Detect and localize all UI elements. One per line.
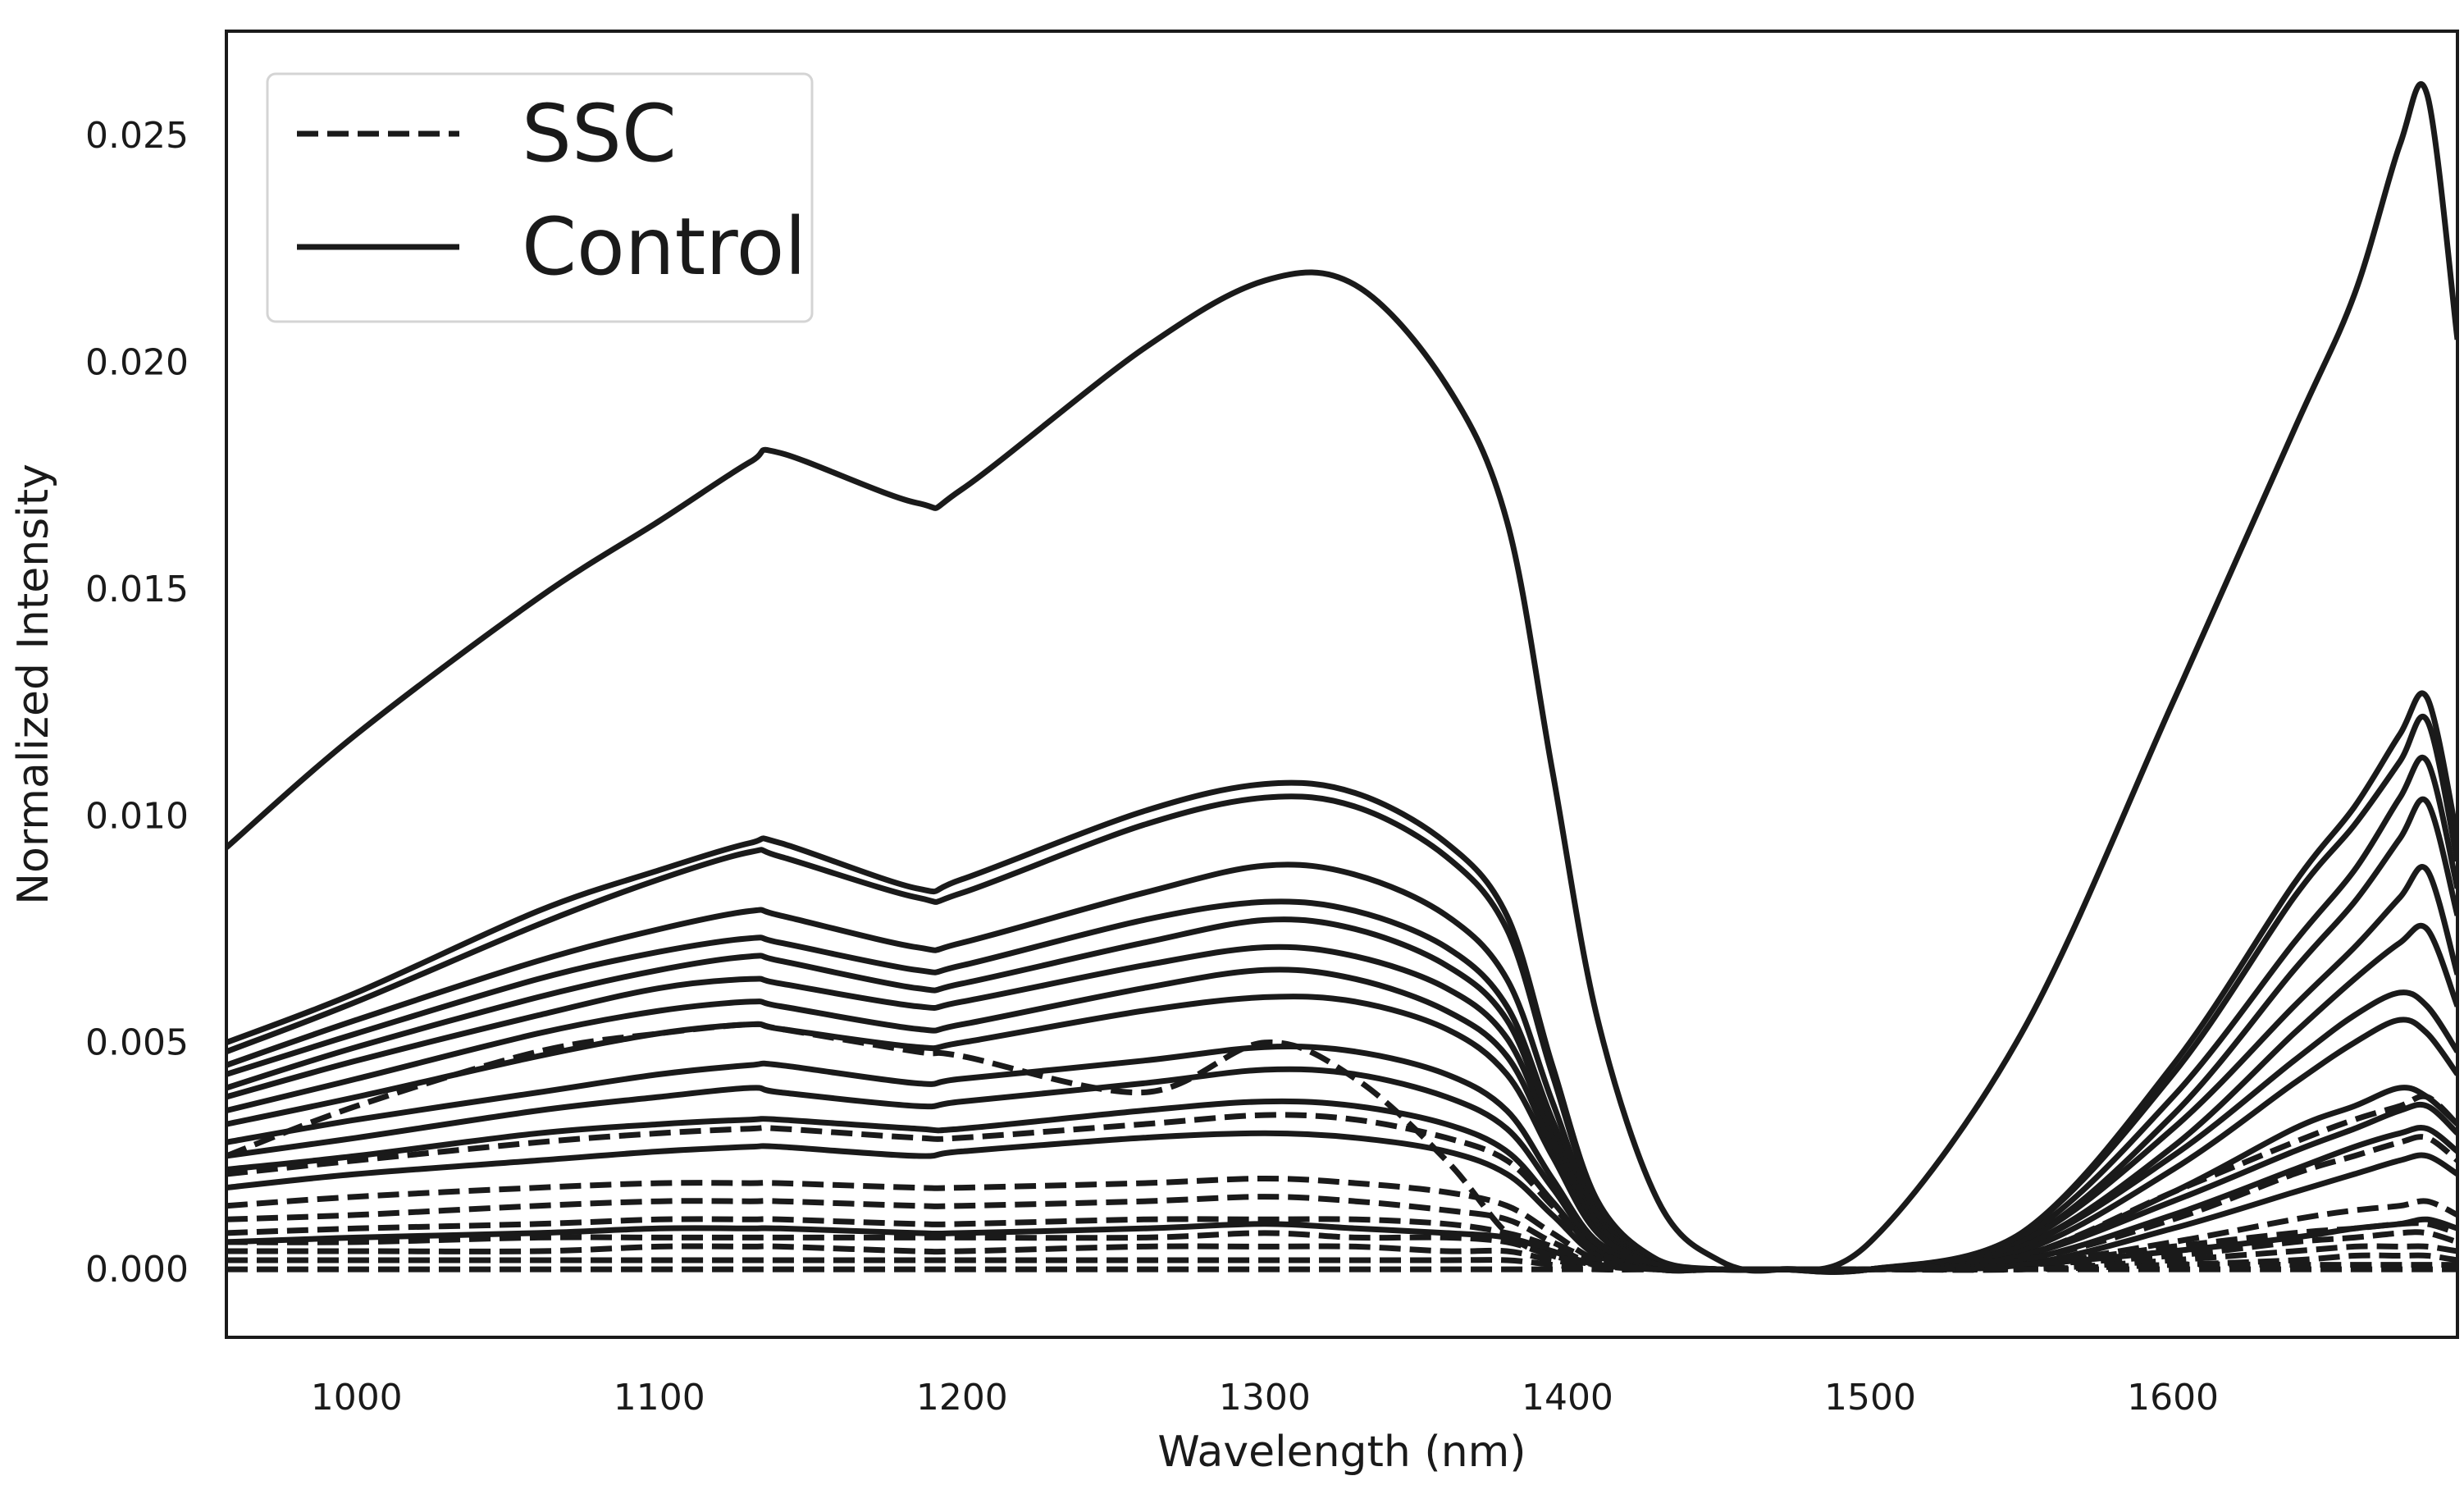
- series-line-control-5: [226, 796, 2457, 1275]
- x-axis-label: Wavelength (nm): [1157, 1428, 1526, 1477]
- x-tick-label: 1400: [1522, 1377, 1613, 1419]
- series-line-control-2: [226, 690, 2457, 1275]
- legend-ssc-label: SSC: [522, 88, 677, 180]
- x-tick-label: 1600: [2127, 1377, 2219, 1419]
- series-line-ssc-17: [226, 1176, 2457, 1273]
- x-tick-label: 1000: [311, 1377, 403, 1419]
- y-tick-label: 0.025: [85, 115, 189, 157]
- series-line-control-1: [226, 80, 2457, 1274]
- series-line-ssc-22: [226, 1257, 2457, 1273]
- series-line-control-11: [226, 1066, 2457, 1273]
- y-tick-label: 0.020: [85, 342, 189, 384]
- y-tick-label: 0.000: [85, 1249, 189, 1291]
- legend: SSC Control: [266, 72, 814, 323]
- x-tick-label: 1200: [916, 1377, 1008, 1419]
- y-tick-label: 0.010: [85, 795, 189, 837]
- series-line-control-9: [226, 994, 2457, 1274]
- series-line-control-6: [226, 864, 2457, 1275]
- x-tick-label: 1100: [614, 1377, 705, 1419]
- series-line-control-7: [226, 922, 2457, 1274]
- series-line-ssc-18: [226, 1194, 2457, 1273]
- y-axis-label: Normalized Intensity: [9, 464, 58, 905]
- series-line-control-8: [226, 966, 2457, 1274]
- x-tick-labels: 1000 1100 1200 1300 1400 1500 1600: [311, 1377, 2219, 1419]
- x-tick-label: 1500: [1824, 1377, 1916, 1419]
- x-tick-label: 1300: [1219, 1377, 1311, 1419]
- series-line-control-12: [226, 1098, 2457, 1274]
- series-layer: [226, 80, 2457, 1275]
- plot-frame: [225, 30, 2459, 1339]
- series-line-ssc-15: [226, 1021, 2457, 1273]
- series-line-control-3: [226, 714, 2457, 1275]
- y-tick-label: 0.005: [85, 1022, 189, 1064]
- series-line-control-14: [226, 1216, 2457, 1273]
- series-line-control-13: [226, 1130, 2457, 1273]
- series-line-ssc-16: [226, 1112, 2457, 1274]
- series-line-control-4: [226, 754, 2457, 1275]
- legend-control-label: Control: [522, 201, 806, 293]
- y-tick-labels: 0.000 0.005 0.010 0.015 0.020 0.025: [85, 115, 189, 1291]
- y-tick-label: 0.015: [85, 569, 189, 610]
